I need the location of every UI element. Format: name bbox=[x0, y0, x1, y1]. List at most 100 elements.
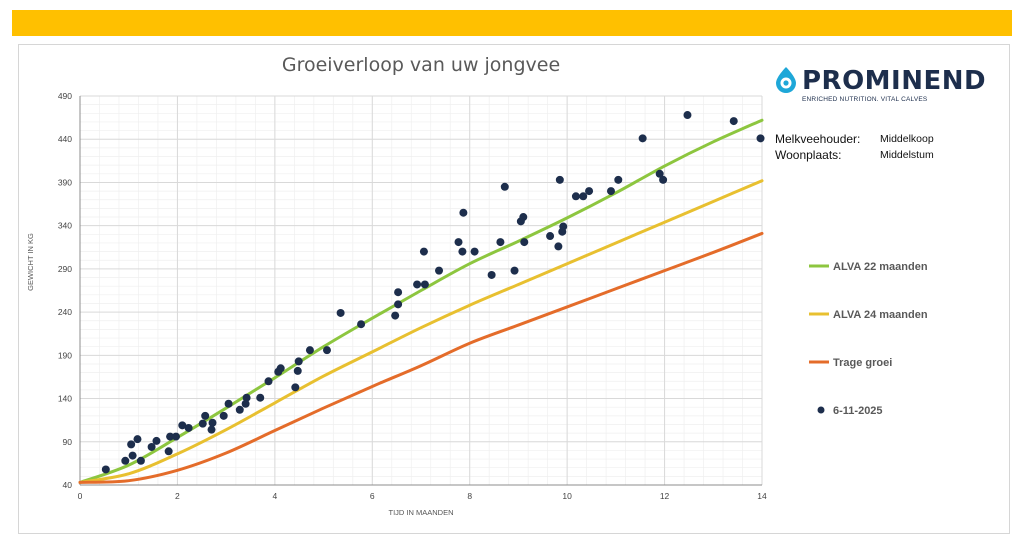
data-point bbox=[555, 175, 564, 184]
data-point bbox=[208, 418, 217, 427]
data-point bbox=[293, 366, 302, 375]
legend-swatch-6-11-2025 bbox=[817, 406, 825, 414]
data-point bbox=[224, 399, 233, 408]
data-point bbox=[256, 393, 265, 402]
data-point bbox=[101, 465, 110, 474]
x-tick-label: 4 bbox=[272, 491, 277, 501]
data-point bbox=[357, 320, 366, 329]
legend-label-alva-22-maanden: ALVA 22 maanden bbox=[833, 261, 928, 273]
y-tick-label: 140 bbox=[58, 394, 72, 404]
data-point bbox=[394, 288, 403, 297]
x-tick-label: 12 bbox=[660, 491, 670, 501]
data-point bbox=[219, 411, 228, 420]
data-point bbox=[394, 300, 403, 309]
data-point bbox=[322, 346, 331, 355]
x-tick-label: 8 bbox=[467, 491, 472, 501]
data-point bbox=[638, 134, 647, 143]
data-point bbox=[659, 175, 668, 184]
drop-logo-icon bbox=[776, 67, 796, 93]
y-tick-label: 490 bbox=[58, 91, 72, 101]
data-point bbox=[264, 377, 273, 386]
data-point bbox=[435, 266, 444, 275]
data-point bbox=[487, 270, 496, 279]
data-point bbox=[571, 192, 580, 201]
data-point bbox=[510, 266, 519, 275]
farmer-label: Melkveehouder: bbox=[775, 132, 861, 146]
y-axis-label: GEWICHT IN KG bbox=[26, 233, 35, 291]
chart-axes bbox=[79, 96, 762, 486]
y-tick-label: 40 bbox=[63, 480, 73, 490]
data-point bbox=[178, 421, 187, 430]
data-point bbox=[128, 451, 137, 460]
legend-label-trage-groei: Trage groei bbox=[833, 357, 892, 369]
data-point bbox=[585, 187, 594, 196]
data-point bbox=[166, 432, 175, 441]
chart-points bbox=[101, 111, 765, 474]
y-tick-label: 90 bbox=[63, 437, 73, 447]
x-tick-label: 2 bbox=[175, 491, 180, 501]
data-point bbox=[201, 411, 210, 420]
legend-label-alva-24-maanden: ALVA 24 maanden bbox=[833, 309, 928, 321]
x-axis-label: TIJD IN MAANDEN bbox=[388, 508, 453, 517]
company-logo: PROMINEND ENRICHED NUTRITION. VITAL CALV… bbox=[772, 64, 997, 108]
x-tick-label: 14 bbox=[757, 491, 767, 501]
x-tick-label: 10 bbox=[562, 491, 572, 501]
data-point bbox=[121, 456, 130, 465]
data-point bbox=[241, 399, 250, 408]
place-value: Middelstum bbox=[880, 149, 934, 161]
data-point bbox=[164, 447, 173, 456]
data-point bbox=[520, 238, 529, 247]
data-point bbox=[294, 357, 303, 366]
data-point bbox=[470, 247, 479, 256]
data-point bbox=[756, 134, 765, 143]
data-point bbox=[614, 175, 623, 184]
chart-title: Groeiverloop van uw jongvee bbox=[281, 54, 561, 76]
x-tick-label: 0 bbox=[78, 491, 83, 501]
data-point bbox=[419, 247, 428, 256]
data-point bbox=[136, 456, 145, 465]
data-point bbox=[305, 346, 314, 355]
data-point bbox=[458, 247, 467, 256]
data-point bbox=[459, 208, 468, 217]
data-point bbox=[454, 238, 463, 247]
legend-label-6-11-2025: 6-11-2025 bbox=[833, 405, 883, 417]
data-point bbox=[276, 364, 285, 373]
data-point bbox=[559, 222, 568, 231]
data-point bbox=[235, 405, 244, 414]
data-point bbox=[420, 280, 429, 289]
farmer-value: Middelkoop bbox=[880, 133, 934, 145]
x-tick-label: 6 bbox=[370, 491, 375, 501]
logo-tagline: ENRICHED NUTRITION. VITAL CALVES bbox=[802, 96, 928, 103]
chart-legend: ALVA 22 maanden ALVA 24 maanden Trage groe… bbox=[809, 261, 928, 417]
data-point bbox=[579, 192, 588, 201]
data-point bbox=[554, 242, 563, 251]
data-point bbox=[729, 117, 738, 126]
series-line-alva-24-maanden bbox=[78, 179, 764, 484]
data-point bbox=[147, 442, 156, 451]
data-point bbox=[152, 436, 161, 445]
data-point bbox=[171, 432, 180, 441]
data-point bbox=[207, 425, 216, 434]
y-tick-label: 190 bbox=[58, 350, 72, 360]
data-point bbox=[496, 238, 505, 247]
data-point bbox=[198, 419, 207, 428]
data-point bbox=[519, 213, 528, 222]
data-point bbox=[500, 182, 509, 191]
data-point bbox=[242, 393, 251, 402]
data-point bbox=[291, 383, 300, 392]
y-tick-label: 440 bbox=[58, 134, 72, 144]
data-point bbox=[133, 435, 142, 444]
data-point bbox=[127, 440, 136, 449]
data-point bbox=[546, 232, 555, 241]
place-label: Woonplaats: bbox=[775, 148, 842, 162]
data-point bbox=[655, 169, 664, 178]
y-tick-label: 290 bbox=[58, 264, 72, 274]
data-point bbox=[336, 308, 345, 317]
tick-labels: 0 2 4 6 8 10 12 14 40 90 140 190 240 290 340 390 440 490 bbox=[58, 91, 767, 501]
top-banner bbox=[12, 10, 1012, 36]
data-point bbox=[184, 423, 193, 432]
y-tick-label: 390 bbox=[58, 177, 72, 187]
y-tick-label: 340 bbox=[58, 221, 72, 231]
data-point bbox=[606, 187, 615, 196]
